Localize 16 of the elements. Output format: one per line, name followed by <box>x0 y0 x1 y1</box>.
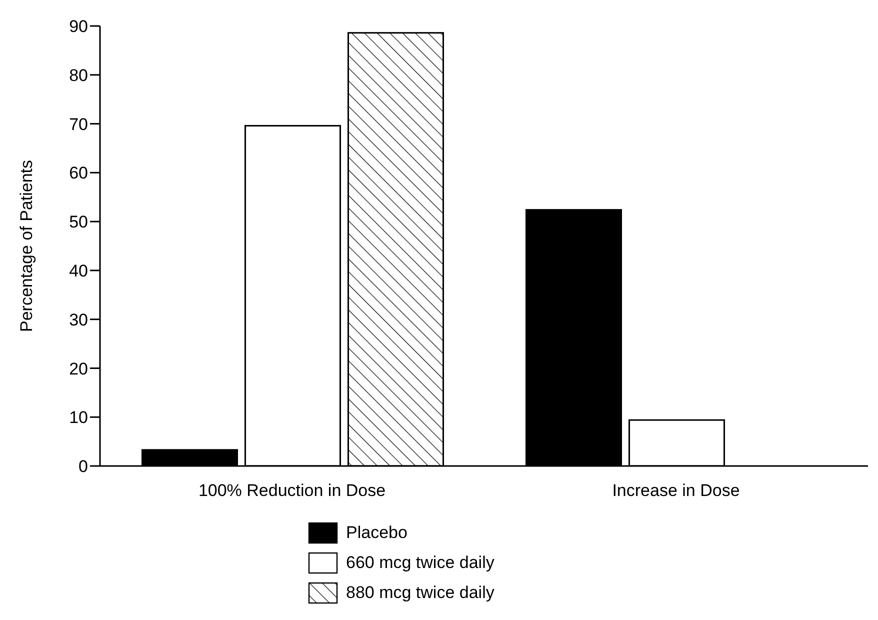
y-tick-label: 10 <box>69 408 88 428</box>
x-tick-label: Increase in Dose <box>612 481 740 500</box>
legend-label: Placebo <box>346 522 408 544</box>
y-tick-label: 70 <box>69 114 88 134</box>
y-tick-label: 80 <box>69 66 88 85</box>
x-tick-label: 100% Reduction in Dose <box>198 481 386 500</box>
y-tick-label: 40 <box>69 261 88 280</box>
y-tick-label: 0 <box>78 457 88 476</box>
y-tick-label: 20 <box>69 359 88 378</box>
y-tick-label: 30 <box>69 310 88 330</box>
legend-label: 660 mcg twice daily <box>346 552 494 574</box>
y-tick-label: 60 <box>69 164 88 183</box>
legend-label: 880 mcg twice daily <box>346 582 494 604</box>
y-tick-label: 50 <box>69 212 88 232</box>
y-tick-label: 90 <box>69 17 88 36</box>
y-axis-title: Percentage of Patients <box>17 160 36 332</box>
